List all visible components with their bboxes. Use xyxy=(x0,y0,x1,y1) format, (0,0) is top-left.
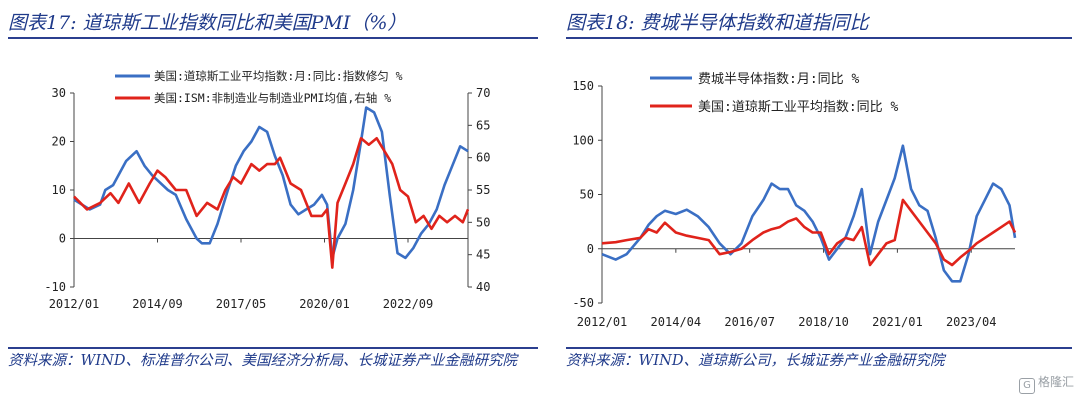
left-legend: 美国:道琼斯工业平均指数:月:同比:指数修匀 % 美国:ISM:非制造业与制造业… xyxy=(115,69,403,105)
y-tick-label: -50 xyxy=(572,296,594,310)
right-source-note: 资料来源：WIND、道琼斯公司，长城证券产业金融研究院 xyxy=(566,353,945,369)
watermark-text: 格隆汇 xyxy=(1037,375,1074,389)
x-tick-label: 2016/07 xyxy=(724,315,775,329)
left-y-tick-label: 10 xyxy=(52,183,66,197)
left-y-tick-label: 0 xyxy=(59,232,66,246)
left-legend-label-pmi: 美国:ISM:非制造业与制造业PMI均值,右轴 % xyxy=(154,91,391,105)
x-tick-label: 2012/01 xyxy=(577,315,628,329)
x-tick-label: 2018/10 xyxy=(798,315,849,329)
right-legend-label-sox: 费城半导体指数:月:同比 % xyxy=(698,72,859,87)
dow-yoy-line xyxy=(73,106,469,260)
left-legend-label-dow: 美国:道琼斯工业平均指数:月:同比:指数修匀 % xyxy=(154,69,403,83)
right-y-tick-label: 50 xyxy=(476,215,490,229)
y-tick-label: 0 xyxy=(587,242,594,256)
right-y-tick-label: 40 xyxy=(476,280,490,294)
left-y-tick-label: 20 xyxy=(52,135,66,149)
sox-yoy-line xyxy=(601,144,1017,283)
right-y-tick-label: 65 xyxy=(476,118,490,132)
right-legend-label-dow: 美国:道琼斯工业平均指数:同比 % xyxy=(698,100,898,115)
left-title-rule xyxy=(8,37,538,39)
left-chart: 30 20 10 0 -10 70 65 60 55 50 45 40 2012/01 2014/09 20… xyxy=(44,69,490,311)
x-tick-label: 2023/04 xyxy=(946,315,997,329)
left-y-tick-label: 30 xyxy=(52,86,66,100)
x-tick-label: 2014/04 xyxy=(651,315,702,329)
right-y-tick-label: 70 xyxy=(476,86,490,100)
right-chart: 150 100 50 0 -50 2012/01 2014/04 2016/07 2018/10… xyxy=(572,72,1017,329)
right-y-tick-label: 45 xyxy=(476,248,490,262)
y-tick-label: 150 xyxy=(572,79,594,93)
x-tick-label: 2014/09 xyxy=(132,297,183,311)
x-tick-label: 2022/09 xyxy=(383,297,434,311)
y-tick-label: 50 xyxy=(580,188,594,202)
right-y-tick-label: 55 xyxy=(476,183,490,197)
right-title-rule xyxy=(566,37,1072,39)
left-y-tick-label: -10 xyxy=(44,280,66,294)
watermark-logo: G 格隆汇 xyxy=(1018,373,1074,394)
x-tick-label: 2020/01 xyxy=(299,297,350,311)
ism-pmi-line xyxy=(73,137,470,269)
y-tick-label: 100 xyxy=(572,133,594,147)
right-source-rule xyxy=(566,347,1072,349)
right-chart-title: 图表18: 费城半导体指数和道指同比 xyxy=(566,12,869,34)
logo-mark-icon: G xyxy=(1018,378,1035,394)
right-y-tick-label: 60 xyxy=(476,151,490,165)
left-source-rule xyxy=(8,347,538,349)
left-source-note: 资料来源：WIND、标准普尔公司、美国经济分析局、长城证券产业金融研究院 xyxy=(8,353,517,369)
right-legend: 费城半导体指数:月:同比 % 美国:道琼斯工业平均指数:同比 % xyxy=(650,72,898,115)
left-chart-title: 图表17: 道琼斯工业指数同比和美国PMI（%） xyxy=(8,12,407,34)
x-tick-label: 2012/01 xyxy=(49,297,100,311)
x-tick-label: 2021/01 xyxy=(872,315,923,329)
dow-yoy-line xyxy=(601,198,1017,267)
x-tick-label: 2017/05 xyxy=(216,297,267,311)
